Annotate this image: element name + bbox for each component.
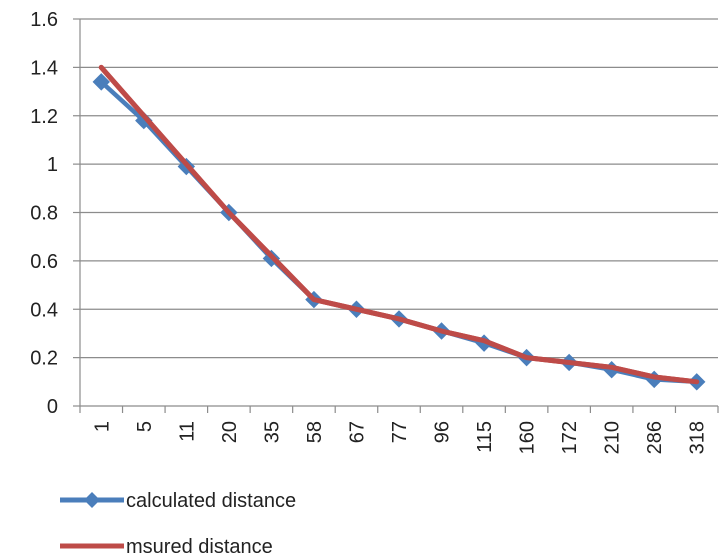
y-tick-label: 1.4 xyxy=(30,57,58,79)
x-tick-label: 11 xyxy=(176,421,198,442)
legend-label: msured distance xyxy=(126,536,273,557)
y-tick-label: 1.6 xyxy=(30,9,58,31)
legend: calculated distance msured distance xyxy=(60,490,296,557)
x-tick-label: 67 xyxy=(346,421,368,443)
series-line-1 xyxy=(98,64,700,385)
x-tick-label: 96 xyxy=(432,421,454,443)
x-axis-tick-labels: 1 5 11 20 35 58 67 77 96 115 160 172 210 286 318 xyxy=(91,421,708,454)
x-tick-label: 160 xyxy=(517,421,539,454)
series-line-0 xyxy=(99,79,699,385)
axes xyxy=(73,18,719,413)
x-tick-label: 58 xyxy=(304,421,326,443)
x-tick-label: 77 xyxy=(389,421,411,443)
x-tick-label: 5 xyxy=(134,421,156,432)
series-layer xyxy=(92,64,706,391)
x-tick-label: 35 xyxy=(261,421,283,443)
x-tick-label: 318 xyxy=(687,421,709,454)
x-tick-label: 115 xyxy=(474,421,496,453)
series-line-measured-top xyxy=(98,64,700,385)
y-tick-label: 0.4 xyxy=(30,299,58,321)
x-tick-label: 1 xyxy=(91,421,113,432)
data-point-marker xyxy=(92,73,110,91)
y-tick-label: 0.2 xyxy=(30,348,58,370)
y-tick-label: 0.6 xyxy=(30,251,58,273)
y-tick-label: 0.8 xyxy=(30,203,58,225)
legend-swatch-marker xyxy=(84,492,100,508)
legend-label: calculated distance xyxy=(126,490,296,512)
x-tick-label: 20 xyxy=(219,421,241,443)
x-tick-label: 286 xyxy=(644,421,666,454)
gridlines xyxy=(80,18,718,359)
x-tick-label: 172 xyxy=(559,421,581,454)
y-tick-label: 1.2 xyxy=(30,106,58,128)
x-tick-label: 210 xyxy=(602,421,624,454)
y-tick-label: 1 xyxy=(47,154,58,176)
y-axis-tick-labels: 0 0.2 0.4 0.6 0.8 1 1.2 1.4 1.6 xyxy=(30,9,58,418)
y-tick-label: 0 xyxy=(47,396,58,418)
